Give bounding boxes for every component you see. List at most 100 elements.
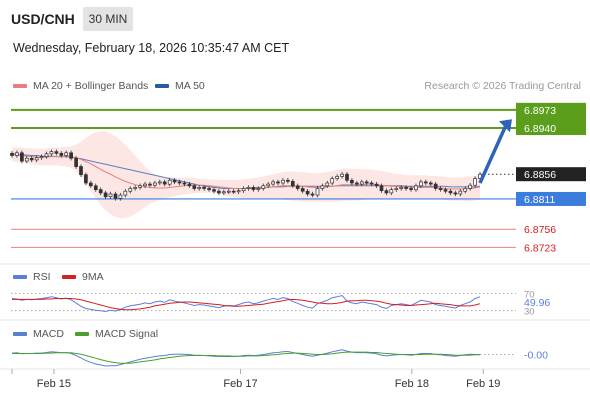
candle [236,190,241,193]
rsi-ma-line [12,298,481,311]
candle [108,193,113,198]
candle [379,185,384,192]
candle [369,182,374,185]
macd-signal-swatch [75,332,89,337]
candle [256,188,261,190]
candle [64,152,69,156]
candle [359,181,364,185]
candle [148,183,152,186]
candle [261,185,266,189]
x-tick-label: Feb 18 [395,378,429,390]
candle [103,192,108,198]
candle [231,190,236,193]
candle [473,178,477,186]
candle [59,152,64,156]
candle [157,181,162,184]
candle [330,178,335,184]
candle [39,156,44,159]
candle [162,181,167,185]
candle [84,174,88,184]
candle [54,151,59,154]
candle [266,183,271,187]
support-tag [516,191,586,206]
x-tick-label: Feb 17 [223,378,257,390]
rsi-current-label: 49.96 [524,297,550,309]
legend-macd-signal: MACD Signal [75,328,158,340]
ma20-legend-label: MA 20 + Bollinger Bands [33,80,149,92]
candle [88,182,93,187]
candle [409,188,413,190]
candle [350,179,354,184]
candle [207,188,211,190]
legend-macd: MACD [13,328,64,340]
candle [143,183,147,187]
candle [438,188,443,190]
candle [20,152,24,162]
candle [133,187,138,189]
candle [138,185,142,188]
candle [433,183,438,189]
macd-legend-label: MACD [33,328,64,340]
candle [399,187,404,189]
macd-signal-line [12,351,480,364]
support-label-minor: 6.8756 [524,224,556,236]
candle [305,190,310,195]
candle [394,188,399,190]
resistance-label: 6.8940 [524,123,556,135]
candle [246,187,251,189]
rsi-ref-label: 70 [524,289,535,300]
macd-swatch [13,332,27,337]
candle [29,157,34,161]
candle [123,190,128,196]
candle [93,185,98,191]
candle [404,187,408,189]
resistance-tag [516,102,586,135]
candle [153,182,157,186]
candle [79,166,83,176]
ma20-swatch [13,84,27,89]
rsi-ma-legend-label: 9MA [82,271,104,283]
candle [172,179,177,183]
candle [389,189,394,194]
x-tick-label: Feb 15 [37,378,71,390]
candle [384,190,389,194]
datetime-label: Wednesday, February 18, 2026 10:35:47 AM… [13,41,290,55]
candle [212,189,216,192]
interval-button[interactable]: 30 MIN [83,7,133,31]
legend-rsi-ma: 9MA [62,271,104,283]
candle [182,182,187,185]
legend-rsi: RSI [13,271,51,283]
ma50-legend-label: MA 50 [175,80,205,92]
candle [286,179,290,182]
candle [276,181,280,184]
candle [113,193,118,199]
symbol-title: USD/CNH [11,11,75,27]
candle [320,185,325,189]
macd-line [11,349,480,367]
legend-ma20: MA 20 + Bollinger Bands [13,80,148,92]
ma20-line [11,153,481,190]
support-label: 6.8811 [524,194,555,206]
candle [202,187,206,189]
candle [192,185,197,189]
candle [34,157,39,161]
candle [443,189,448,192]
candle [463,188,468,192]
support-label-minor: 6.8723 [524,242,556,254]
candle [345,173,349,181]
candle [24,157,29,162]
candle [74,157,78,167]
candle [128,188,133,192]
candle [44,153,49,157]
candle [271,181,275,185]
candle [226,190,231,193]
candle [335,176,340,179]
candle [118,194,123,199]
candle [340,173,344,177]
macd-signal-legend-label: MACD Signal [95,328,159,340]
candle [241,188,246,192]
candle [448,190,453,194]
x-tick-label: Feb 19 [466,378,500,390]
candle [251,187,256,190]
